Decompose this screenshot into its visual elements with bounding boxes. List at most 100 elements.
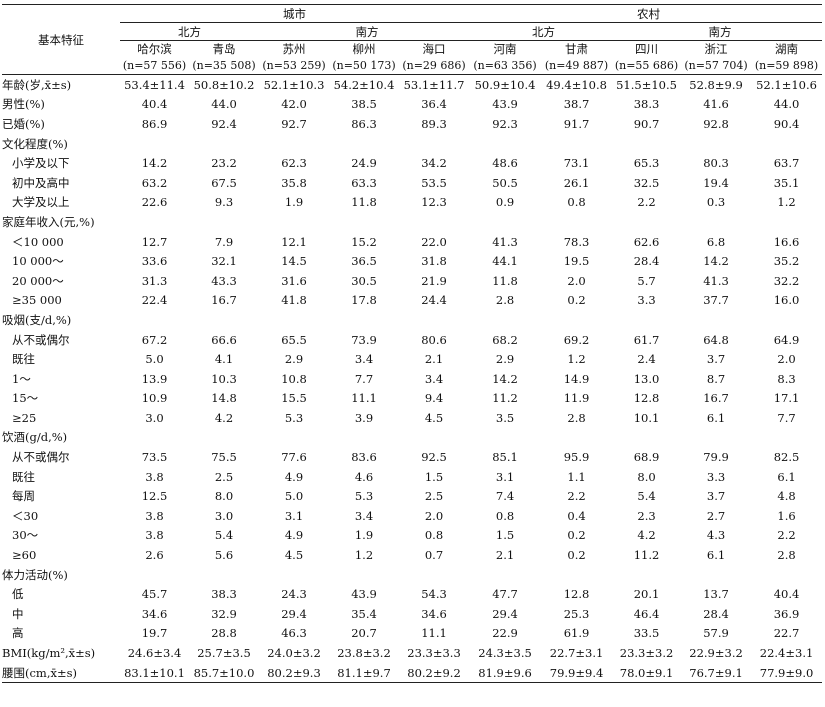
table-cell xyxy=(751,565,822,585)
table-cell xyxy=(541,565,612,585)
table-cell xyxy=(120,565,189,585)
table-cell: 10.8 xyxy=(281,371,307,386)
table-cell: 36.4 xyxy=(421,97,447,112)
table-row: 每周 12.5 8.0 5.0 5.3 2.5 7.4 2.2 5.4 3.7 4.8 xyxy=(2,486,822,506)
site-name: 湖南 xyxy=(775,42,799,56)
table-cell: 30.5 xyxy=(351,273,377,288)
table-row: 既往 3.8 2.5 4.9 4.6 1.5 3.1 1.1 8.0 3.3 6.1 xyxy=(2,467,822,487)
table-cell: 4.1 xyxy=(214,352,234,367)
table-cell: 29.4 xyxy=(492,606,518,621)
table-cell: 11.8 xyxy=(351,195,377,210)
table-cell: 77.9±9.0 xyxy=(759,665,814,680)
table-cell: 44.0 xyxy=(211,97,237,112)
site-name: 甘肃 xyxy=(565,42,589,56)
table-cell: 64.8 xyxy=(703,332,729,347)
table-row: BMI(kg/m²,x̄±s) 24.6±3.4 25.7±3.5 24.0±3.2 2… xyxy=(2,643,822,663)
table-cell: 38.5 xyxy=(351,97,377,112)
table-cell xyxy=(120,212,189,232)
table-cell: 41.3 xyxy=(703,273,729,288)
table-cell: 0.2 xyxy=(567,293,586,308)
table-cell: 4.9 xyxy=(284,528,304,543)
table-cell: 83.1±10.1 xyxy=(124,665,185,680)
table-cell: 68.9 xyxy=(633,450,660,465)
table-cell: 17.8 xyxy=(351,293,377,308)
table-cell xyxy=(259,134,329,154)
table-cell: 48.6 xyxy=(492,156,518,171)
site-name: 四川 xyxy=(635,42,659,56)
table-cell: 53.5 xyxy=(421,175,447,190)
table-row: 高 19.7 28.8 46.3 20.7 11.1 22.9 61.9 33.5 57.9 22.… xyxy=(2,624,822,644)
table-cell: 86.9 xyxy=(141,116,168,131)
table-cell: 57.9 xyxy=(703,626,729,641)
table-cell: 8.3 xyxy=(777,371,796,386)
table-cell: 3.4 xyxy=(354,352,374,367)
table-row: 吸烟(支/d,%) xyxy=(2,310,822,330)
table-cell: 3.7 xyxy=(706,489,726,504)
row-label: 1～ xyxy=(12,371,31,386)
table-cell: 4.2 xyxy=(214,410,234,425)
table-cell: 32.1 xyxy=(211,254,237,269)
table-cell xyxy=(469,565,541,585)
table-cell: 82.5 xyxy=(773,450,800,465)
table-cell: 0.3 xyxy=(706,195,726,210)
table-cell: 1.2 xyxy=(567,352,586,367)
table-cell: 80.6 xyxy=(421,332,447,347)
table-cell: 5.0 xyxy=(145,352,164,367)
table-cell: 38.3 xyxy=(211,587,237,602)
table-cell: 52.1±10.3 xyxy=(263,77,325,92)
table-cell: 15.2 xyxy=(351,234,377,249)
table-cell: 7.4 xyxy=(495,489,515,504)
row-label: 家庭年收入(元,%) xyxy=(2,214,95,229)
table-cell: 7.7 xyxy=(777,410,796,425)
table-cell: 90.7 xyxy=(633,116,660,131)
table-cell: 80.3 xyxy=(703,156,729,171)
table-row: 已婚(%) 86.9 92.4 92.7 86.3 89.3 92.3 91.7 90.7 92.… xyxy=(2,114,822,134)
table-cell: 2.6 xyxy=(145,548,164,563)
table-cell: 41.3 xyxy=(492,234,518,249)
table-row: 体力活动(%) xyxy=(2,565,822,585)
table-cell xyxy=(399,565,469,585)
table-row: 10 000～ 33.6 32.1 14.5 36.5 31.8 44.1 19.5 28.4 1… xyxy=(2,251,822,271)
table-cell xyxy=(681,134,751,154)
table-cell: 2.8 xyxy=(567,410,586,425)
site-sample-size: (n=55 686) xyxy=(614,58,679,72)
table-cell: 32.9 xyxy=(211,606,237,621)
site-sample-size: (n=57 556) xyxy=(122,58,187,72)
table-cell: 92.7 xyxy=(281,116,307,131)
row-label: 饮酒(g/d,%) xyxy=(2,430,68,445)
table-cell xyxy=(399,134,469,154)
table-cell xyxy=(259,565,329,585)
table-cell: 20.1 xyxy=(633,587,660,602)
table-cell: 10.1 xyxy=(633,410,660,425)
site-sample-size: (n=49 887) xyxy=(544,58,609,72)
table-row: 20 000～ 31.3 43.3 31.6 30.5 21.9 11.8 2.0 5.7 41.… xyxy=(2,271,822,291)
table-cell: 2.9 xyxy=(284,352,304,367)
table-row: 低 45.7 38.3 24.3 43.9 54.3 47.7 12.8 20.1 13.7 40.… xyxy=(2,584,822,604)
table-cell: 89.3 xyxy=(421,116,447,131)
row-label: 20 000～ xyxy=(12,273,64,288)
subgroup-header-rural-north: 北方 xyxy=(469,22,613,41)
table-cell: 4.3 xyxy=(706,528,726,543)
table-cell: 36.9 xyxy=(773,606,800,621)
table-row: 文化程度(%) xyxy=(2,134,822,154)
table-cell: 11.8 xyxy=(492,273,518,288)
table-cell: 6.8 xyxy=(706,234,726,249)
table-cell xyxy=(612,565,681,585)
table-cell xyxy=(259,310,329,330)
table-cell: 52.8±9.9 xyxy=(689,77,743,92)
table-cell: 2.8 xyxy=(495,293,515,308)
table-cell: 31.8 xyxy=(421,254,447,269)
table-row: ≥35 000 22.4 16.7 41.8 17.8 24.4 2.8 0.2 3.3 37.7… xyxy=(2,291,822,311)
table-cell: 24.0±3.2 xyxy=(267,646,321,661)
table-cell xyxy=(120,134,189,154)
table-cell: 47.7 xyxy=(492,587,518,602)
table-cell: 77.6 xyxy=(281,450,307,465)
table-cell: 24.9 xyxy=(351,156,377,171)
table-cell: 43.9 xyxy=(351,587,377,602)
table-cell: 61.9 xyxy=(563,626,590,641)
table-cell: 80.2±9.3 xyxy=(267,665,321,680)
table-cell: 35.2 xyxy=(773,254,800,269)
site-sample-size: (n=29 686) xyxy=(402,58,466,72)
row-label: 初中及高中 xyxy=(12,175,70,190)
table-cell: 12.1 xyxy=(281,234,307,249)
